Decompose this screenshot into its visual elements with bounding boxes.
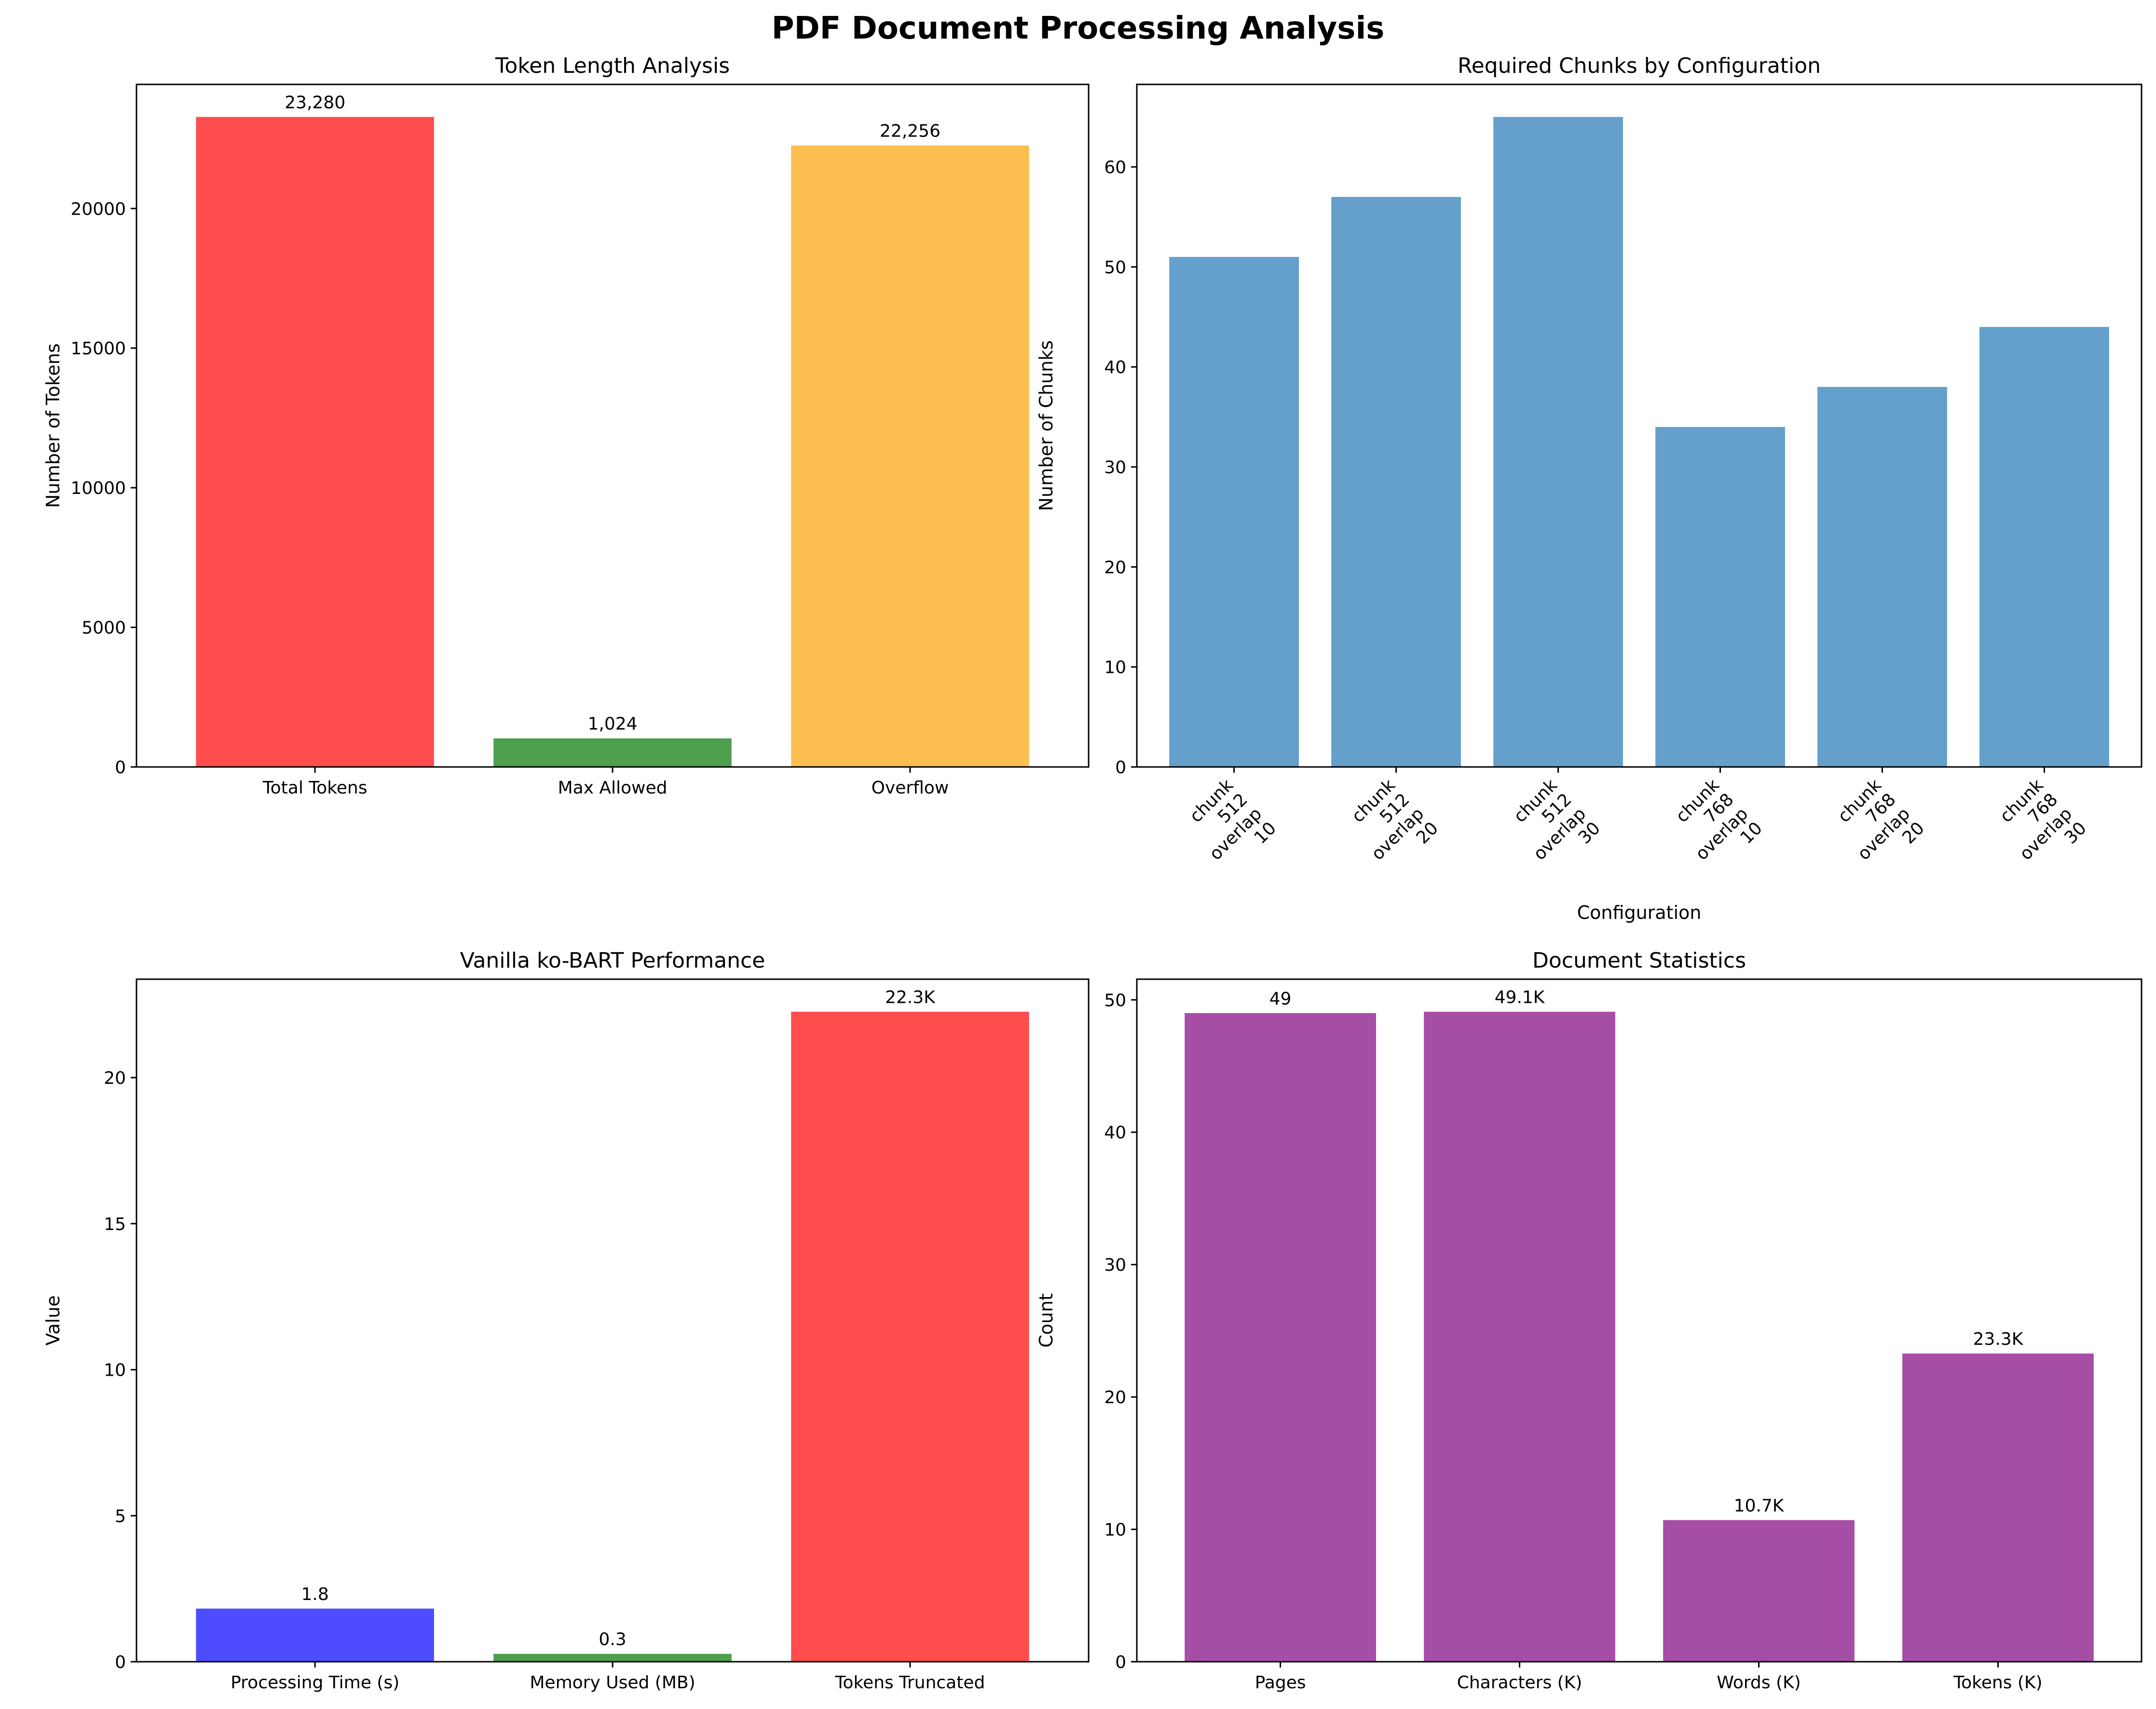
- bar-value-label: 23.3K: [1973, 1329, 2024, 1349]
- x-tick-label: chunk768overlap30: [1987, 775, 2090, 878]
- bar-value-label: 23,280: [285, 93, 345, 112]
- bar-value-label: 1,024: [587, 714, 637, 734]
- chart-panel-4: 49 49.1K 10.7K 23.3K 0 10 20 30 40 50 Pages Charact…: [1036, 948, 2142, 1693]
- y-axis-label: Number of Chunks: [1036, 340, 1057, 511]
- y-tick-label: 20: [1104, 558, 1126, 577]
- y-tick-label: 10: [1104, 658, 1126, 678]
- x-axis-label: Configuration: [1577, 902, 1702, 923]
- y-tick-label: 0: [115, 1653, 126, 1672]
- axes-title: Token Length Analysis: [495, 54, 730, 78]
- bar-3: [791, 1012, 1029, 1662]
- bar-1: [196, 117, 434, 767]
- y-tick-label: 20: [1104, 1388, 1126, 1408]
- x-tick-label: Max Allowed: [558, 778, 668, 798]
- x-tick-label: chunk512overlap30: [1501, 775, 1604, 878]
- x-tick-label: Characters (K): [1457, 1673, 1583, 1693]
- y-tick-label: 0: [115, 758, 126, 778]
- y-tick-label: 50: [1104, 258, 1126, 277]
- x-tick-label: chunk768overlap20: [1825, 775, 1928, 878]
- x-tick-label: chunk512overlap10: [1177, 775, 1280, 878]
- bar-2: [1424, 1012, 1615, 1662]
- y-axis-label: Count: [1036, 1293, 1057, 1348]
- bar-2: [1331, 197, 1461, 767]
- bar-1: [1185, 1013, 1376, 1662]
- bar-4: [1655, 427, 1785, 767]
- y-tick-label: 20000: [70, 199, 126, 219]
- y-tick-label: 15: [104, 1215, 126, 1234]
- y-tick-label: 30: [1104, 1256, 1126, 1275]
- y-tick-label: 10: [1104, 1520, 1126, 1540]
- y-tick-label: 15000: [70, 339, 126, 359]
- y-axis-label: Value: [42, 1295, 64, 1345]
- axes-title: Vanilla ko-BART Performance: [460, 948, 765, 973]
- x-tick-label: Total Tokens: [262, 778, 368, 798]
- x-tick-label: chunk768overlap10: [1663, 775, 1766, 878]
- y-tick-label: 40: [1104, 1123, 1126, 1143]
- chart-panel-3: 1.8 0.3 22.3K 0 5 10 15 20 Processing Time (s) Me…: [42, 948, 1090, 1693]
- x-tick-label: Processing Time (s): [231, 1673, 399, 1693]
- x-tick-label: Pages: [1255, 1673, 1306, 1693]
- bar-3: [791, 145, 1029, 767]
- bar-4: [1902, 1354, 2094, 1662]
- x-tick-label: Memory Used (MB): [530, 1673, 695, 1693]
- y-tick-label: 0: [1115, 1653, 1126, 1672]
- figure-suptitle: PDF Document Processing Analysis: [772, 11, 1385, 46]
- axes-frame: [1136, 978, 2142, 1663]
- y-tick-label: 10000: [70, 479, 126, 498]
- bar-value-label: 49: [1269, 989, 1292, 1009]
- chart-panel-2: 0 10 20 30 40 50 60 chunk512overlap10 chunk512ov…: [1036, 54, 2142, 923]
- bar-value-label: 49.1K: [1495, 988, 1545, 1008]
- x-tick-label: Words (K): [1717, 1673, 1801, 1693]
- y-tick-label: 20: [104, 1068, 126, 1088]
- y-axis-label: Number of Tokens: [42, 343, 64, 508]
- bar-value-label: 0.3: [599, 1630, 626, 1650]
- bar-3: [1663, 1520, 1855, 1662]
- bar-5: [1817, 387, 1947, 767]
- bar-value-label: 10.7K: [1734, 1496, 1785, 1516]
- y-tick-label: 10: [104, 1361, 126, 1381]
- y-tick-label: 60: [1104, 158, 1126, 178]
- bar-value-label: 22,256: [880, 122, 941, 141]
- chart-panel-1: 23,280 1,024 22,256 0 5000 10000 15000 20000 Tot…: [42, 54, 1090, 798]
- bar-1: [196, 1608, 434, 1662]
- x-tick-label: Tokens Truncated: [835, 1673, 985, 1693]
- x-tick-label: Tokens (K): [1953, 1673, 2042, 1693]
- y-tick-label: 5000: [82, 618, 126, 638]
- bar-2: [493, 738, 732, 767]
- bar-value-label: 22.3K: [885, 987, 936, 1007]
- bar-value-label: 1.8: [301, 1585, 328, 1604]
- bar-6: [1979, 327, 2109, 767]
- axes-title: Required Chunks by Configuration: [1458, 54, 1821, 78]
- y-tick-label: 0: [1115, 758, 1126, 778]
- x-tick-label: Overflow: [872, 778, 949, 798]
- y-tick-label: 40: [1104, 358, 1126, 378]
- y-tick-label: 5: [115, 1506, 126, 1526]
- bar-2: [493, 1654, 732, 1662]
- y-tick-label: 30: [1104, 458, 1126, 478]
- bar-3: [1493, 117, 1623, 767]
- axes-frame: [1136, 83, 2142, 768]
- x-tick-label: chunk512overlap20: [1339, 775, 1442, 878]
- axes-title: Document Statistics: [1532, 948, 1746, 973]
- bar-1: [1169, 257, 1299, 767]
- y-tick-label: 50: [1104, 991, 1126, 1011]
